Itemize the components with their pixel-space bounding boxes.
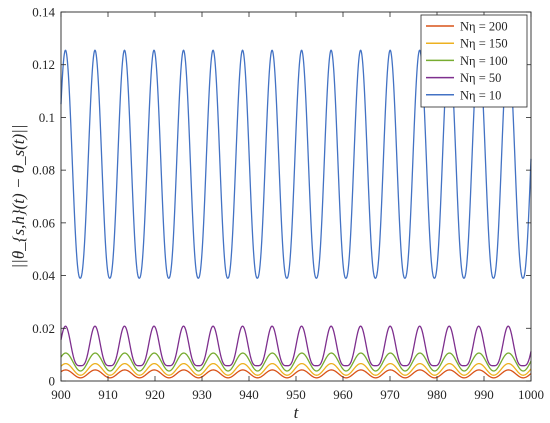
x-tick-label: 930 [192, 387, 212, 402]
x-axis-label: t [294, 403, 300, 422]
legend-entry-label: Nη = 100 [460, 54, 508, 68]
y-axis-label-text: ||θ_{s,h}(t) − θ_s(t)|| [9, 124, 28, 268]
y-tick-label: 0.06 [32, 215, 55, 230]
x-tick-label: 980 [427, 387, 447, 402]
y-tick-label: 0.1 [39, 110, 55, 125]
legend-entry-label: Nη = 150 [460, 37, 508, 51]
y-tick-label: 0.14 [32, 5, 55, 20]
series-line-150 [60, 362, 532, 376]
y-axis-label: ||θ_{s,h}(t) − θ_s(t)|| [9, 124, 28, 268]
x-tick-label: 920 [145, 387, 165, 402]
x-tick-label: 950 [286, 387, 306, 402]
y-tick-label: 0.02 [32, 321, 55, 336]
x-tick-label: 990 [474, 387, 494, 402]
legend-entry-label: Nη = 10 [460, 88, 501, 102]
legend-entry-label: Nη = 50 [460, 71, 501, 85]
x-tick-label: 940 [239, 387, 259, 402]
x-tick-label: 1000 [518, 387, 544, 402]
y-tick-label: 0.12 [32, 57, 55, 72]
axes: 900 910 920 930 940 950 960 970 980 990 1000 0 0.02 0… [32, 5, 544, 403]
y-tick-label: 0.08 [32, 163, 55, 178]
y-tick-label: 0.04 [32, 268, 55, 283]
legend: Nη = 200 Nη = 150 Nη = 100 Nη = 50 Nη = 10 [420, 14, 528, 108]
series-line-100 [60, 352, 532, 372]
series-line-50 [60, 325, 532, 367]
legend-entry-label: Nη = 200 [460, 20, 508, 34]
x-tick-label: 910 [98, 387, 118, 402]
y-tick-label: 0 [49, 374, 56, 389]
x-tick-label: 900 [51, 387, 71, 402]
x-tick-label: 970 [380, 387, 400, 402]
series-line-200 [60, 369, 532, 379]
x-tick-label: 960 [333, 387, 353, 402]
